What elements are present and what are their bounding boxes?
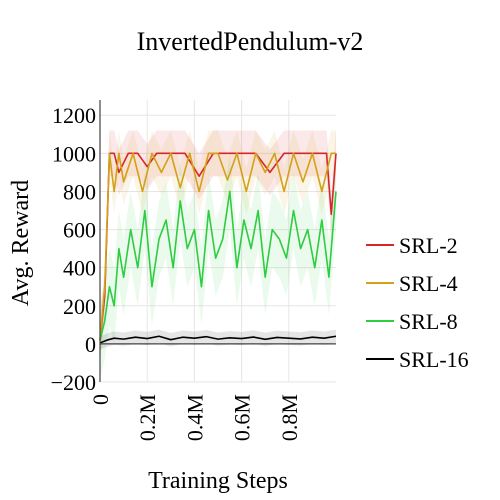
legend-item-srl-16: SRL-16	[366, 347, 469, 372]
legend-item-srl-2: SRL-2	[366, 233, 458, 258]
chart-title: InvertedPendulum-v2	[137, 27, 364, 56]
legend: SRL-2 SRL-4 SRL-8 SRL-16	[366, 233, 469, 372]
y-tick-label: 0	[85, 332, 96, 357]
y-tick-label: 1200	[52, 103, 96, 128]
axes	[99, 100, 336, 382]
legend-label: SRL-8	[399, 309, 458, 334]
legend-item-srl-4: SRL-4	[366, 271, 458, 296]
series-band-srl-4	[100, 130, 336, 363]
x-tick-label: 0.4M	[182, 394, 207, 441]
series-line-srl-8	[99, 190, 337, 341]
x-tick-labels: 0 0.2M 0.4M 0.6M 0.8M	[88, 394, 302, 441]
y-tick-label: 200	[63, 294, 96, 319]
y-tick-label: 400	[63, 256, 96, 281]
legend-label: SRL-16	[399, 347, 469, 372]
y-tick-label: −200	[51, 370, 96, 395]
legend-item-srl-8: SRL-8	[366, 309, 458, 334]
y-tick-label: 800	[63, 179, 96, 204]
series-line-srl-4	[99, 152, 336, 341]
legend-label: SRL-4	[399, 271, 458, 296]
x-tick-label: 0	[88, 394, 113, 405]
x-axis-label: Training Steps	[148, 468, 288, 494]
y-axis-label: Avg. Reward	[8, 180, 34, 306]
y-tick-labels: −200 0 200 400 600 800 1000 1200	[51, 103, 96, 395]
legend-label: SRL-2	[399, 233, 458, 258]
x-tick-label: 0.8M	[277, 394, 302, 441]
series-band-srl-8	[100, 153, 336, 379]
series-lines	[99, 152, 337, 344]
y-tick-label: 1000	[52, 141, 96, 166]
y-tick-label: 600	[63, 218, 96, 243]
plot-area	[99, 100, 337, 383]
series-line-srl-16	[99, 335, 337, 344]
x-tick-label: 0.2M	[135, 394, 160, 441]
x-tick-label: 0.6M	[230, 394, 255, 441]
